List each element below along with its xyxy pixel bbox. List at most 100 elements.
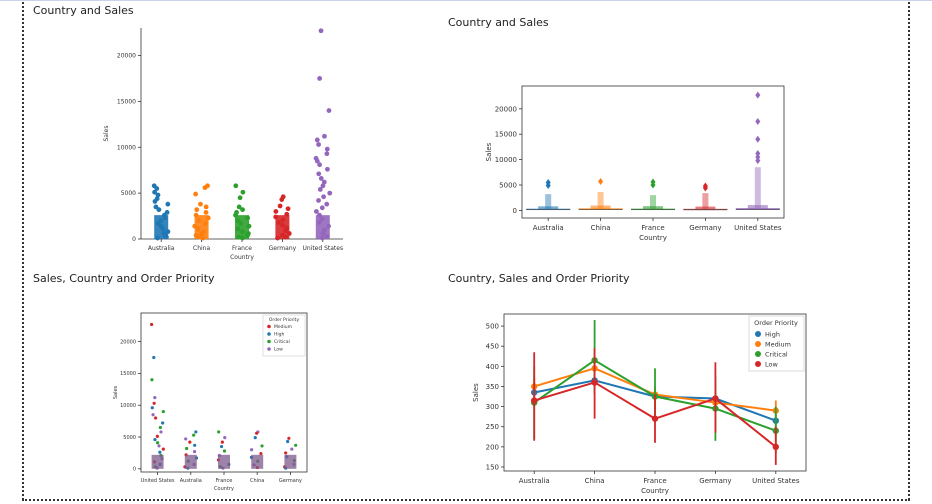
point4-legend-title: Order Priority	[754, 319, 798, 327]
strip1-point-4-17	[327, 190, 333, 196]
strip3-point-2-0	[217, 430, 221, 434]
strip1-point-1-4	[203, 204, 209, 210]
strip3-point-0-15	[157, 444, 161, 448]
y-tick-label-2-2: 10000	[495, 156, 517, 164]
panel4-title: Country, Sales and Order Priority	[448, 272, 630, 285]
strip3-point-0-3	[153, 395, 157, 400]
strip1-point-1-1	[202, 185, 208, 191]
strip1-point-0-6	[165, 201, 171, 207]
x-tick-label-4-0: Australia	[519, 477, 550, 485]
point4-point-3-0	[531, 397, 538, 404]
strip1-dense-band-4	[315, 215, 330, 239]
point4-point-3-2	[651, 415, 659, 422]
strip3-point-3-5	[259, 451, 263, 456]
strip1-point-4-1	[317, 76, 323, 81]
strip1-point-4-0	[318, 28, 324, 34]
y-tick-label-3-4: 20000	[120, 339, 136, 345]
boxen2-tail-1	[597, 192, 604, 209]
point4-legend-label-0: High	[765, 331, 780, 339]
strip3-point-1-1	[192, 433, 196, 437]
strip1-point-0-1	[154, 186, 160, 191]
x-tick-label-3-0: United States	[141, 478, 175, 484]
x-tick-label-4-2: France	[643, 477, 666, 485]
strip3-legend-title: Order Priority	[269, 317, 300, 323]
strip3-point-3-4	[250, 448, 254, 452]
strip1-point-4-19	[316, 198, 321, 203]
strip1-point-4-5	[316, 142, 321, 147]
strip3-point-2-2	[220, 440, 224, 444]
boxen2-outlier-4-2	[755, 135, 761, 143]
strip3-point-3-3	[260, 444, 264, 448]
x-axis-label-4: Country	[641, 487, 669, 495]
strip3-dense-band-1	[184, 454, 197, 469]
strip1-point-1-6	[203, 209, 209, 215]
y-tick-label-3-2: 10000	[120, 403, 136, 409]
boxen2-outlier-1-0	[598, 177, 604, 185]
x-tick-label-3-3: China	[250, 478, 264, 484]
x-tick-label-2-3: Germany	[689, 224, 721, 232]
strip1-point-3-4	[273, 209, 279, 214]
boxen2-outlier-3-1	[702, 184, 708, 192]
y-tick-label-4-4: 350	[486, 383, 499, 391]
boxen2-outlier-4-4	[755, 153, 761, 161]
strip3-dense-band-2	[218, 454, 230, 469]
point4-legend-marker-3	[755, 361, 761, 367]
y-tick-label-4-7: 500	[486, 323, 499, 331]
strip3-point-0-0	[150, 322, 154, 327]
strip1-point-4-21	[319, 205, 325, 211]
boxen2-box-outer-1	[590, 205, 611, 210]
y-tick-label-1-1: 5000	[121, 190, 136, 197]
strip3-point-1-4	[193, 443, 197, 447]
strip1-point-1-3	[198, 201, 203, 207]
strip1-point-1-2	[193, 191, 199, 197]
boxen2-outlier-0-1	[545, 182, 551, 190]
point4-legend-marker-1	[755, 341, 761, 347]
strip1-point-3-1	[279, 197, 285, 202]
frame-bottom-border	[22, 499, 910, 501]
boxen2-tail-0	[545, 194, 552, 209]
strip3-legend-label-1: High	[274, 332, 284, 338]
strip3-point-2-1	[223, 436, 227, 440]
strip1-point-0-3	[155, 192, 161, 198]
strip1-point-4-22	[313, 209, 319, 214]
strip3-point-4-1	[286, 439, 290, 444]
strip1-point-2-1	[240, 189, 246, 195]
boxen2-box-outer-0	[538, 206, 559, 211]
strip1-point-4-9	[314, 158, 320, 164]
strip1-point-4-20	[324, 201, 330, 207]
boxen2-tail-4	[754, 167, 761, 209]
strip3-point-0-12	[155, 434, 159, 438]
y-axis-label-1: Sales	[103, 126, 110, 142]
strip3-point-0-6	[161, 409, 165, 414]
strip1-point-4-13	[318, 176, 324, 181]
strip3-point-0-8	[154, 416, 158, 420]
y-axis-label-3: Sales	[113, 385, 119, 399]
y-tick-label-3-3: 15000	[120, 371, 136, 377]
x-tick-label-2-1: China	[591, 224, 611, 232]
strip1-point-2-0	[233, 183, 239, 189]
strip3-legend-label-0: Medium	[274, 324, 292, 330]
strip3-legend-marker-2	[267, 339, 271, 344]
x-tick-label-1-0: Australia	[148, 245, 175, 252]
strip3-point-2-4	[222, 449, 227, 453]
strip1-point-4-15	[320, 183, 326, 189]
strip1-point-3-3	[285, 206, 291, 212]
strip1-point-0-5	[152, 198, 158, 204]
strip1-point-2-4	[240, 207, 245, 213]
strip3-point-0-5	[150, 406, 154, 410]
strip3-point-4-3	[290, 447, 294, 451]
strip1-point-3-2	[277, 203, 283, 209]
strip3-point-0-11	[159, 430, 163, 434]
point4-legend-marker-2	[755, 351, 761, 357]
strip3-point-3-2	[253, 436, 257, 440]
x-axis-label-3: Country	[214, 486, 234, 492]
y-tick-label-2-1: 5000	[499, 181, 517, 189]
strip3-point-2-3	[219, 444, 224, 449]
panel2-title: Country and Sales	[448, 16, 549, 29]
strip3-legend-label-2: Critical	[274, 339, 290, 345]
boxen2-tail-3	[702, 193, 709, 209]
strip3-point-0-14	[155, 441, 160, 445]
x-tick-label-2-2: France	[641, 224, 664, 232]
strip1-point-4-16	[317, 187, 323, 192]
point4-point-3-1	[591, 379, 598, 386]
